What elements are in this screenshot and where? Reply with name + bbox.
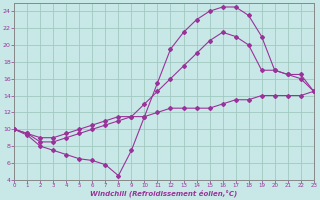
X-axis label: Windchill (Refroidissement éolien,°C): Windchill (Refroidissement éolien,°C) bbox=[90, 190, 238, 197]
